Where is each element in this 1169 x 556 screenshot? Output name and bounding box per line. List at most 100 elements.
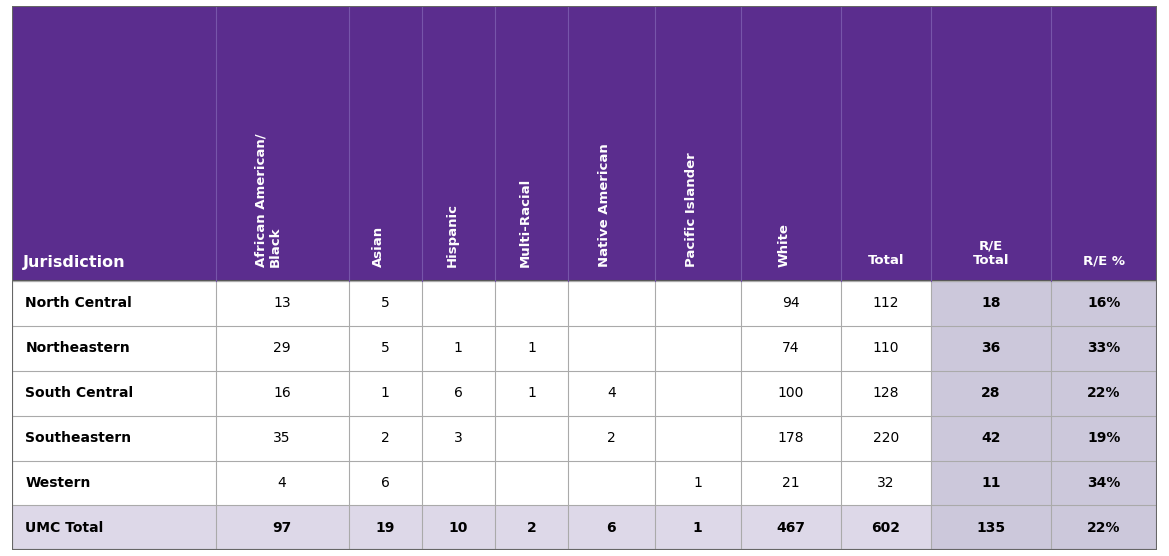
Text: Northeastern: Northeastern xyxy=(26,341,130,355)
Text: 1: 1 xyxy=(693,521,703,535)
Text: 2: 2 xyxy=(526,521,537,535)
Text: 97: 97 xyxy=(272,521,292,535)
Text: South Central: South Central xyxy=(26,386,133,400)
Bar xyxy=(494,415,568,460)
Bar xyxy=(1051,371,1157,415)
Text: 16: 16 xyxy=(274,386,291,400)
Text: White: White xyxy=(777,223,791,267)
Text: Asian: Asian xyxy=(372,226,386,267)
Text: 6: 6 xyxy=(381,476,389,490)
Text: African American/
Black: African American/ Black xyxy=(254,133,282,267)
Text: North Central: North Central xyxy=(26,296,132,310)
Text: 467: 467 xyxy=(776,521,805,535)
Text: 6: 6 xyxy=(454,386,463,400)
Bar xyxy=(494,371,568,415)
Bar xyxy=(655,505,741,550)
Text: 1: 1 xyxy=(527,386,535,400)
Bar xyxy=(741,505,841,550)
Bar xyxy=(841,415,932,460)
Text: 34%: 34% xyxy=(1087,476,1121,490)
Bar xyxy=(741,371,841,415)
Bar xyxy=(568,281,655,326)
Bar xyxy=(215,415,348,460)
Bar xyxy=(741,460,841,505)
Bar xyxy=(12,371,215,415)
Bar xyxy=(932,460,1051,505)
Text: 19%: 19% xyxy=(1087,431,1121,445)
Text: 22%: 22% xyxy=(1087,521,1121,535)
Bar xyxy=(655,415,741,460)
Bar xyxy=(1051,326,1157,371)
Text: 21: 21 xyxy=(782,476,800,490)
Bar xyxy=(841,326,932,371)
Bar xyxy=(568,460,655,505)
Text: 4: 4 xyxy=(607,386,616,400)
Bar xyxy=(12,460,215,505)
Text: 100: 100 xyxy=(777,386,804,400)
Text: 128: 128 xyxy=(873,386,899,400)
Bar xyxy=(12,505,215,550)
Bar xyxy=(932,281,1051,326)
Bar xyxy=(215,326,348,371)
Text: Jurisdiction: Jurisdiction xyxy=(23,255,126,270)
Text: 112: 112 xyxy=(873,296,899,310)
Text: 2: 2 xyxy=(381,431,389,445)
Text: 11: 11 xyxy=(981,476,1001,490)
Text: 602: 602 xyxy=(871,521,900,535)
Text: 18: 18 xyxy=(981,296,1001,310)
Bar xyxy=(568,415,655,460)
Text: 29: 29 xyxy=(274,341,291,355)
Bar xyxy=(655,281,741,326)
Bar xyxy=(1051,505,1157,550)
Text: 1: 1 xyxy=(527,341,535,355)
Text: 220: 220 xyxy=(873,431,899,445)
Text: 28: 28 xyxy=(981,386,1001,400)
Bar xyxy=(568,371,655,415)
Text: Hispanic: Hispanic xyxy=(445,203,458,267)
Bar xyxy=(841,371,932,415)
Text: 178: 178 xyxy=(777,431,804,445)
Bar xyxy=(494,326,568,371)
Bar xyxy=(348,505,422,550)
Bar xyxy=(932,326,1051,371)
Text: 33%: 33% xyxy=(1087,341,1121,355)
Text: Western: Western xyxy=(26,476,91,490)
Text: Pacific Islander: Pacific Islander xyxy=(685,152,698,267)
Bar xyxy=(215,505,348,550)
Bar xyxy=(494,505,568,550)
Text: 5: 5 xyxy=(381,341,389,355)
Bar xyxy=(12,281,215,326)
Text: 110: 110 xyxy=(873,341,899,355)
Bar xyxy=(422,326,494,371)
Bar xyxy=(348,326,422,371)
Bar xyxy=(348,460,422,505)
Text: 36: 36 xyxy=(982,341,1001,355)
Bar xyxy=(741,415,841,460)
Bar xyxy=(655,460,741,505)
Bar xyxy=(841,281,932,326)
Text: 42: 42 xyxy=(981,431,1001,445)
Text: 35: 35 xyxy=(274,431,291,445)
Text: 6: 6 xyxy=(607,521,616,535)
Bar xyxy=(348,371,422,415)
Bar xyxy=(215,460,348,505)
Text: 22%: 22% xyxy=(1087,386,1121,400)
Bar xyxy=(568,505,655,550)
Bar xyxy=(494,281,568,326)
Bar xyxy=(422,460,494,505)
Bar xyxy=(348,281,422,326)
Bar xyxy=(422,371,494,415)
Text: Southeastern: Southeastern xyxy=(26,431,132,445)
Bar xyxy=(12,6,1157,281)
Text: 4: 4 xyxy=(278,476,286,490)
Bar xyxy=(12,326,215,371)
Bar xyxy=(215,371,348,415)
Bar xyxy=(741,326,841,371)
Text: 74: 74 xyxy=(782,341,800,355)
Bar xyxy=(655,371,741,415)
Text: 5: 5 xyxy=(381,296,389,310)
Bar xyxy=(1051,415,1157,460)
Bar xyxy=(1051,281,1157,326)
Text: 2: 2 xyxy=(607,431,616,445)
Bar xyxy=(741,281,841,326)
